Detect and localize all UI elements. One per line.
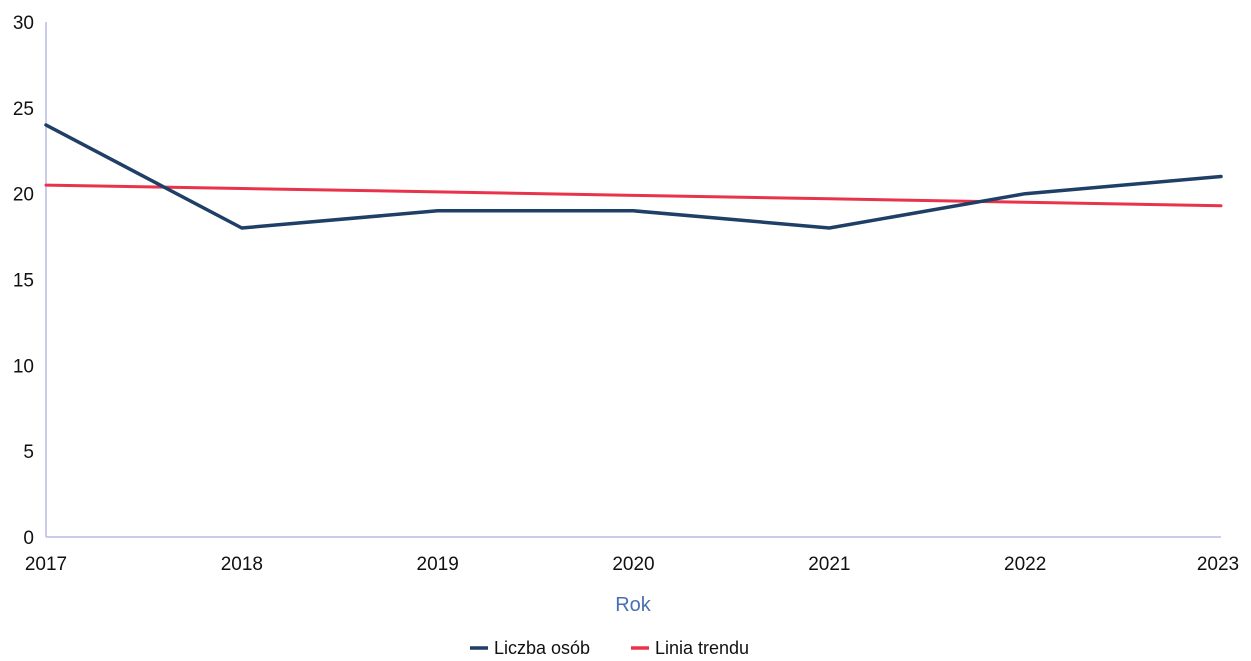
x-tick-label: 2020 [612, 554, 654, 575]
x-tick-label: 2018 [221, 554, 263, 575]
series-layer [46, 125, 1221, 228]
axes [46, 22, 1221, 537]
legend: Liczba osób Linia trendu [470, 638, 749, 658]
x-tick-labels: 2017 2018 2019 2020 2021 2022 2023 [25, 554, 1239, 575]
x-tick-label: 2017 [25, 554, 67, 575]
y-tick-label: 15 [13, 271, 34, 292]
y-tick-label: 30 [13, 13, 34, 34]
y-tick-label: 25 [13, 99, 34, 120]
x-tick-label: 2019 [417, 554, 459, 575]
y-tick-labels: 0 5 10 15 20 25 30 [13, 13, 34, 549]
series-line-linia-trendu [46, 185, 1221, 206]
y-tick-label: 0 [23, 528, 34, 549]
y-tick-label: 20 [13, 185, 34, 206]
legend-label: Linia trendu [655, 638, 749, 658]
x-axis-title: Rok [615, 594, 652, 616]
legend-label: Liczba osób [494, 638, 590, 658]
y-tick-label: 5 [23, 442, 34, 463]
x-tick-label: 2021 [808, 554, 850, 575]
series-line-liczba-osob [46, 125, 1221, 228]
y-tick-label: 10 [13, 356, 34, 377]
x-tick-label: 2023 [1197, 554, 1239, 575]
x-tick-label: 2022 [1004, 554, 1046, 575]
